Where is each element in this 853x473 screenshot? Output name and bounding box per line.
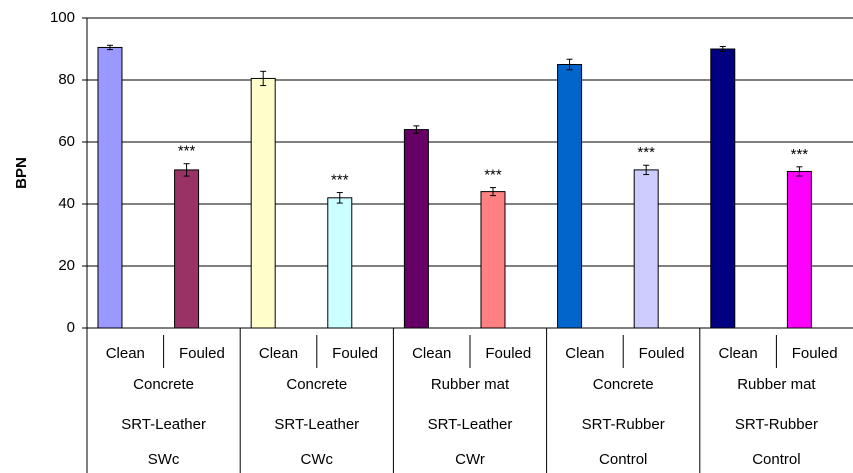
group-label: Concrete — [593, 376, 654, 393]
x-tick-label: Clean — [718, 345, 757, 362]
x-tick-label: Fouled — [179, 345, 225, 362]
group-label: Concrete — [286, 376, 347, 393]
x-tick-label: Fouled — [792, 345, 838, 362]
group-label: Rubber mat — [737, 376, 816, 393]
bar — [403, 129, 429, 329]
y-tick-label: 60 — [58, 133, 75, 150]
group-label: Rubber mat — [431, 376, 510, 393]
bar — [633, 169, 659, 329]
y-tick-label: 40 — [58, 195, 75, 212]
y-tick-label: 0 — [67, 319, 75, 336]
bar — [174, 169, 200, 329]
group-label: CWr — [455, 451, 485, 468]
y-axis-label: BPN — [13, 157, 30, 189]
significance-annotation: *** — [637, 144, 655, 161]
x-tick-label: Clean — [565, 345, 604, 362]
significance-annotation: *** — [331, 171, 349, 188]
group-label: SRT-Leather — [428, 416, 513, 433]
significance-annotation: *** — [484, 167, 502, 184]
x-tick-label: Clean — [259, 345, 298, 362]
significance-annotation: *** — [791, 146, 809, 163]
group-label: SRT-Rubber — [735, 416, 818, 433]
x-tick-label: Fouled — [485, 345, 531, 362]
y-tick-label: 80 — [58, 71, 75, 88]
group-label: SRT-Leather — [121, 416, 206, 433]
significance-annotation: *** — [178, 143, 196, 160]
x-tick-label: Fouled — [639, 345, 685, 362]
y-tick-label: 100 — [50, 9, 75, 26]
group-label: SRT-Rubber — [582, 416, 665, 433]
x-tick-label: Clean — [106, 345, 145, 362]
group-label: CWc — [301, 451, 334, 468]
bar — [480, 191, 506, 329]
bar — [786, 170, 812, 329]
bar — [710, 48, 736, 329]
group-label: SRT-Leather — [274, 416, 359, 433]
bar — [250, 77, 276, 329]
bar — [557, 64, 583, 329]
bar — [327, 197, 353, 329]
group-label: Control — [752, 451, 800, 468]
x-tick-label: Fouled — [332, 345, 378, 362]
y-tick-label: 20 — [58, 257, 75, 274]
bar — [97, 46, 123, 329]
x-tick-label: Clean — [412, 345, 451, 362]
group-label: Control — [599, 451, 647, 468]
group-label: SWc — [148, 451, 180, 468]
group-label: Concrete — [133, 376, 194, 393]
